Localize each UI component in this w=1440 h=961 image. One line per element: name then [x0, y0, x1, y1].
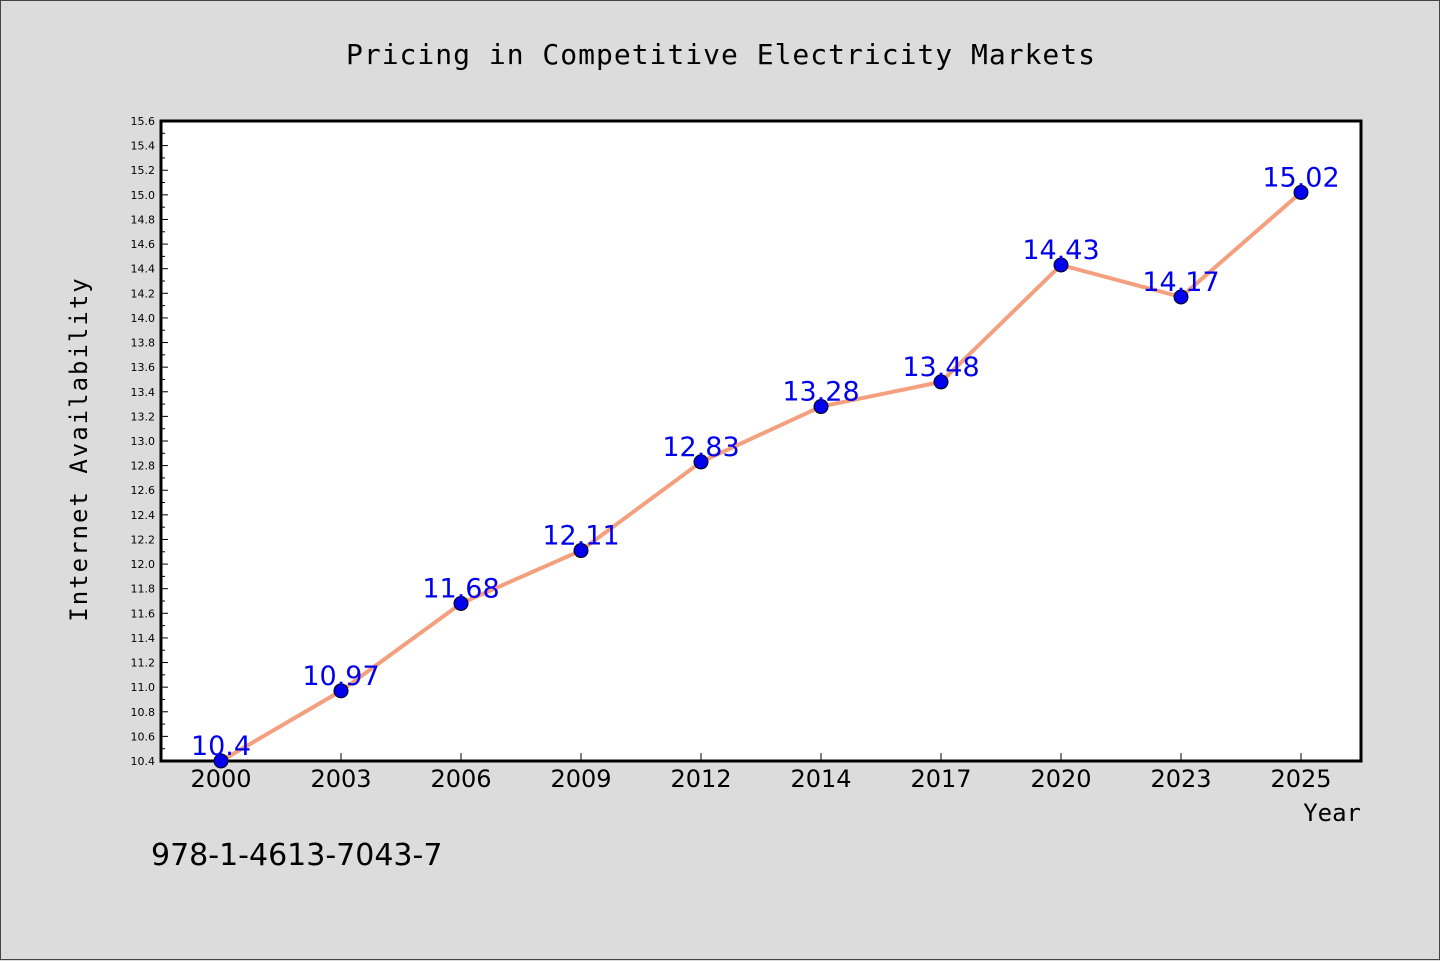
- y-tick-label: 12.4: [131, 509, 156, 522]
- data-label: 14.43: [1022, 235, 1099, 266]
- data-point: [453, 595, 469, 611]
- data-label: 12.11: [542, 521, 619, 552]
- data-label: 14.17: [1142, 267, 1219, 298]
- plot-area: [159, 119, 1363, 763]
- data-point: [813, 399, 829, 415]
- data-point: [213, 753, 229, 769]
- y-tick-label: 13.4: [131, 386, 156, 399]
- data-point: [333, 683, 349, 699]
- y-tick-label: 11.0: [131, 681, 156, 694]
- y-tick-label: 15.4: [131, 140, 156, 153]
- x-tick-label: 2000: [190, 765, 251, 793]
- x-axis-label: Year: [1303, 799, 1361, 827]
- chart-title: Pricing in Competitive Electricity Marke…: [346, 38, 1096, 71]
- data-label: 10.97: [302, 661, 379, 692]
- data-point: [1053, 257, 1069, 273]
- data-points: [213, 184, 1309, 769]
- y-tick-label: 14.2: [131, 287, 156, 300]
- x-tick-label: 2014: [790, 765, 851, 793]
- x-tick-label: 2012: [670, 765, 731, 793]
- y-tick-label: 12.8: [131, 460, 156, 473]
- y-tick-label: 14.6: [131, 238, 156, 251]
- y-tick-label: 10.8: [131, 706, 156, 719]
- x-tick-label: 2017: [910, 765, 971, 793]
- y-tick-label: 14.0: [131, 312, 156, 325]
- x-tick-label: 2023: [1150, 765, 1211, 793]
- y-tick-label: 11.4: [131, 632, 156, 645]
- data-label: 11.68: [422, 573, 499, 604]
- data-label: 12.83: [662, 432, 739, 463]
- data-point: [573, 543, 589, 559]
- data-label: 10.4: [191, 731, 251, 762]
- y-tick-label: 13.2: [131, 410, 156, 423]
- y-tick-label: 12.2: [131, 533, 156, 546]
- y-tick-label: 12.0: [131, 558, 156, 571]
- series-line: [219, 190, 1303, 763]
- y-tick-label: 11.6: [131, 607, 156, 620]
- y-tick-label: 13.8: [131, 337, 156, 350]
- y-tick-label: 14.8: [131, 213, 156, 226]
- y-tick-label: 15.0: [131, 189, 156, 202]
- y-tick-label: 10.6: [131, 730, 156, 743]
- x-axis: 2000 2003 2006 2009 2012 2014 2017 2020 2023 2025: [190, 753, 1332, 793]
- x-tick-label: 2003: [310, 765, 371, 793]
- data-label: 13.48: [902, 352, 979, 383]
- y-tick-label: 13.0: [131, 435, 156, 448]
- y-tick-label: 10.4: [131, 755, 156, 768]
- x-tick-label: 2025: [1270, 765, 1331, 793]
- y-tick-label: 15.6: [131, 115, 156, 128]
- data-point: [1293, 184, 1309, 200]
- y-tick-label: 12.6: [131, 484, 156, 497]
- data-point: [1173, 289, 1189, 305]
- isbn-text: 978-1-4613-7043-7: [151, 838, 442, 873]
- y-axis-label: Internet Availability: [65, 276, 93, 621]
- x-tick-label: 2006: [430, 765, 491, 793]
- data-point: [693, 454, 709, 470]
- y-tick-label: 14.4: [131, 263, 156, 276]
- x-tick-label: 2020: [1030, 765, 1091, 793]
- y-tick-label: 15.2: [131, 164, 156, 177]
- data-label: 13.28: [782, 377, 859, 408]
- y-tick-label: 13.6: [131, 361, 156, 374]
- y-axis: 10.4 10.6 10.8 11.0 11.2 11.4 11.6 11.8 12.0 12.2…: [131, 115, 168, 768]
- y-tick-label: 11.2: [131, 657, 156, 670]
- x-tick-label: 2009: [550, 765, 611, 793]
- data-labels: 10.4 10.97 11.68 12.11 12.83 13.28 13.48 14.43 1…: [191, 162, 1340, 762]
- y-tick-label: 11.8: [131, 583, 156, 596]
- data-point: [933, 374, 949, 390]
- data-label: 15.02: [1262, 162, 1339, 193]
